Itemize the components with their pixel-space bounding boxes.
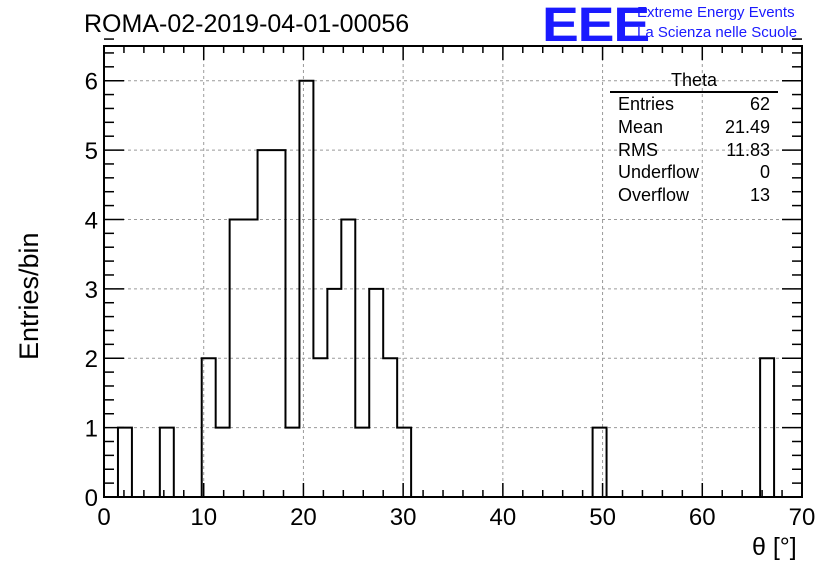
stats-row-underflow: Underflow 0	[610, 161, 778, 184]
stats-label: Underflow	[618, 162, 700, 183]
stats-row-rms: RMS 11.83	[610, 139, 778, 162]
x-tick-label: 60	[689, 504, 716, 531]
y-tick-label: 3	[85, 277, 98, 304]
org-name-line2: La Scienza nelle Scuole	[637, 24, 798, 41]
x-tick-label: 30	[390, 504, 417, 531]
stats-value: 21.49	[724, 116, 770, 137]
org-name-line1: Extreme Energy Events	[637, 4, 795, 21]
y-tick-label: 1	[85, 416, 98, 443]
y-axis-label: Entries/bin	[14, 232, 44, 360]
tick-labels: 0 10 20 30 40 50 60 70 0 1 2 3 4 5 6	[85, 69, 816, 531]
stats-label: RMS	[618, 139, 658, 160]
stats-row-mean: Mean 21.49	[610, 116, 778, 139]
run-title: ROMA-02-2019-04-01-00056	[84, 10, 410, 38]
stats-label: Mean	[618, 116, 664, 137]
stats-box: Theta Entries 62 Mean 21.49 RMS 11.83 Un…	[610, 70, 778, 207]
x-axis-label: θ [°]	[752, 533, 797, 561]
stats-title: Theta	[610, 70, 778, 93]
stats-value: 62	[749, 94, 770, 114]
x-tick-label: 50	[589, 504, 616, 531]
y-tick-label: 2	[85, 346, 98, 373]
y-tick-label: 0	[85, 485, 98, 512]
x-tick-label: 40	[490, 504, 517, 531]
y-tick-label: 6	[85, 69, 98, 96]
stats-row-entries: Entries 62	[610, 93, 778, 116]
stats-label: Overflow	[618, 185, 690, 206]
x-tick-label: 70	[789, 504, 816, 531]
eee-logo: EEE	[542, 0, 650, 52]
y-tick-label: 4	[85, 207, 98, 234]
y-tick-label: 5	[85, 138, 98, 165]
stats-value: 11.83	[726, 139, 770, 160]
x-tick-label: 10	[190, 504, 217, 531]
plot-frame	[103, 45, 803, 498]
grid-lines	[104, 46, 802, 497]
stats-row-overflow: Overflow 13	[610, 184, 778, 207]
stats-value: 13	[749, 185, 770, 206]
x-tick-label: 0	[97, 504, 110, 531]
x-tick-label: 20	[290, 504, 317, 531]
stats-label: Entries	[618, 94, 675, 114]
stats-value: 0	[759, 162, 770, 183]
